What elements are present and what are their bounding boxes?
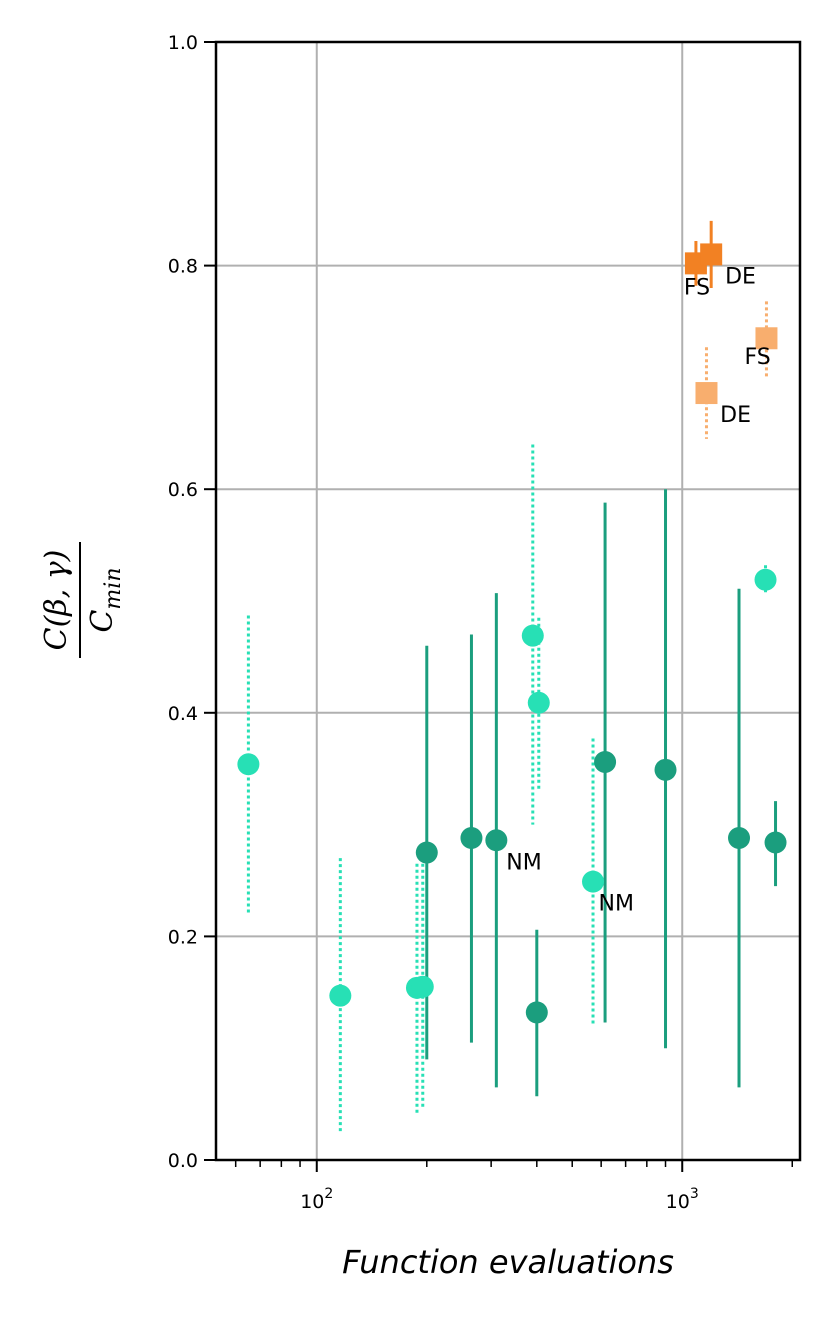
data-point <box>521 624 544 647</box>
y-tick-label: 0.4 <box>168 703 198 725</box>
data-point-square <box>695 382 718 405</box>
axes <box>214 40 802 1162</box>
ticks: 0.0 0.2 0.4 0.6 0.8 1.0 102 103 <box>168 32 794 1213</box>
x-tick-label: 102 <box>300 1186 333 1213</box>
y-axis-label-denominator: Cmin <box>85 567 126 632</box>
y-tick-label: 1.0 <box>168 32 198 54</box>
y-tick-label: 0.2 <box>168 926 198 948</box>
data-point <box>728 827 751 850</box>
data-point <box>582 870 605 893</box>
data-point <box>754 568 777 591</box>
grid-lines <box>216 42 800 1160</box>
data-point <box>415 841 438 864</box>
data-point <box>525 1001 548 1024</box>
y-axis-label-numerator: C(β, γ) <box>39 550 74 651</box>
data-point-square <box>755 327 778 350</box>
data-markers <box>237 243 787 1024</box>
annotation-label: DE <box>725 264 756 289</box>
annotation-label: NM <box>598 892 633 917</box>
annotations: FS DE FS DE NM NM <box>506 264 770 916</box>
y-tick-label: 0.0 <box>168 1150 198 1172</box>
annotation-label: FS <box>684 276 710 301</box>
y-axis-label: C(β, γ) Cmin <box>39 542 126 658</box>
data-point-square <box>700 243 723 266</box>
annotation-label: NM <box>506 850 541 875</box>
x-axis-label: Function evaluations <box>342 1243 674 1281</box>
annotation-label: FS <box>744 345 770 370</box>
data-point <box>411 975 434 998</box>
data-point <box>527 691 550 714</box>
annotation-label: DE <box>720 403 751 428</box>
y-tick-label: 0.6 <box>168 479 198 501</box>
data-point <box>237 753 260 776</box>
data-point <box>654 758 677 781</box>
x-tick-label: 103 <box>666 1186 699 1213</box>
data-point <box>485 829 508 852</box>
plot-frame <box>214 40 802 1162</box>
error-bars <box>246 220 778 1133</box>
y-tick-label: 0.8 <box>168 256 198 278</box>
data-point <box>460 827 483 850</box>
data-point <box>764 831 787 854</box>
data-point <box>329 984 352 1007</box>
data-point <box>594 750 617 773</box>
